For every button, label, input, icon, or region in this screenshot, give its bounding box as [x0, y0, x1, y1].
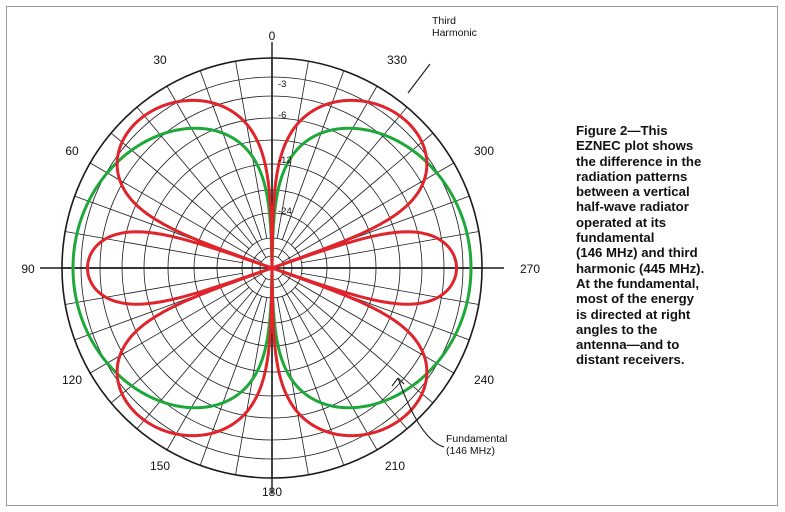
caption-line: the difference in the [576, 153, 702, 169]
angle-tick-label-0: 0 [269, 29, 276, 43]
caption-line: fundamental [576, 230, 655, 246]
grid-spoke [65, 231, 243, 264]
radial-tick-label: -12 [278, 155, 292, 166]
angle-tick-label-120: 120 [62, 373, 82, 387]
figure-frame [6, 6, 778, 506]
angle-tick-label-150: 150 [150, 459, 170, 473]
caption-line: Figure 2—This [576, 123, 668, 138]
grid-spoke [136, 290, 254, 430]
grid-spoke [301, 231, 479, 264]
grid-spoke [166, 85, 267, 258]
caption-line: EZNEC plot shows [576, 138, 694, 154]
caption-line: most of the energy [576, 291, 694, 307]
grid-spoke [110, 286, 250, 404]
caption-line: between a vertical [576, 184, 690, 200]
grid-spoke [136, 106, 254, 246]
radial-tick-label: -24 [278, 206, 292, 217]
caption-line: half-wave radiator [576, 199, 689, 215]
grid-spoke [89, 273, 262, 374]
polar-labels: 0 30 60 90 120 150 180 210 240 270 300 330 -3 -6 -12 -2… [21, 29, 540, 499]
caption-line: is directed at right [576, 306, 691, 322]
angle-tick-label-300: 300 [474, 144, 494, 158]
caption-line: (146 MHz) and third [576, 245, 698, 261]
grid-spoke [282, 162, 455, 263]
grid-spoke [294, 132, 434, 250]
angle-tick-label-90: 90 [21, 262, 35, 276]
angle-tick-label-270: 270 [520, 262, 540, 276]
third-harmonic-pattern-line [86, 98, 458, 438]
angle-tick-label-30: 30 [153, 53, 167, 67]
grid-spoke [281, 70, 345, 240]
grid-spoke [235, 61, 268, 239]
grid-spoke [110, 132, 250, 250]
grid-spoke [282, 273, 455, 374]
grid-spoke [290, 290, 408, 430]
caption-line: radiation patterns [576, 168, 688, 184]
caption-line: At the fundamental, [576, 275, 700, 291]
fundamental-leader-arrow [391, 377, 405, 387]
fundamental-annotation: Fundamental (146 MHz) [446, 433, 507, 457]
angle-tick-label-240: 240 [474, 373, 494, 387]
caption-line: antenna—and to [576, 337, 680, 353]
annotations: Third Harmonic Fundamental (146 MHz) [391, 15, 507, 457]
angle-tick-label-210: 210 [385, 459, 405, 473]
grid-spoke [89, 162, 262, 263]
third-harmonic-annotation: Third Harmonic [432, 15, 477, 39]
angle-tick-label-60: 60 [65, 144, 79, 158]
grid-spoke [235, 297, 268, 475]
grid-spoke [199, 296, 263, 466]
grid-spoke [294, 286, 434, 404]
caption-line: harmonic (445 MHz). [576, 260, 705, 276]
grid-spoke [277, 278, 378, 451]
polar-grid [40, 42, 504, 494]
grid-spoke [65, 272, 243, 305]
angle-tick-label-330: 330 [387, 53, 407, 67]
grid-spoke [301, 272, 479, 305]
angle-tick-label-180: 180 [262, 485, 282, 499]
radiation-patterns [71, 98, 473, 438]
grid-spoke [276, 61, 309, 239]
caption-line: operated at its [576, 214, 667, 230]
caption-line: distant receivers. [576, 352, 685, 368]
figure-caption: Figure 2—This EZNEC plot shows the diffe… [576, 123, 776, 368]
grid-spoke [166, 278, 267, 451]
radial-tick-label: -6 [278, 110, 286, 121]
grid-spoke [199, 70, 263, 240]
third-harmonic-leader-line [407, 63, 431, 94]
grid-spoke [277, 85, 378, 258]
caption-line: angles to the [576, 321, 658, 337]
radial-tick-label: -3 [278, 79, 286, 90]
fundamental-leader-line [397, 377, 445, 448]
grid-spoke [290, 106, 408, 246]
grid-spoke [281, 296, 345, 466]
grid-spoke [276, 297, 309, 475]
